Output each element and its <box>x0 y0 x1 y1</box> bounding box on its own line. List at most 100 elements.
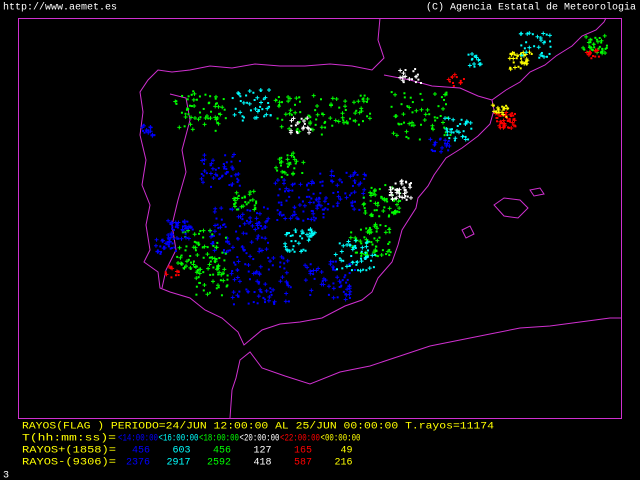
strike-plus <box>238 110 243 115</box>
strike-minus <box>336 268 339 271</box>
strike-plus <box>213 104 218 109</box>
strike-plus <box>504 110 509 115</box>
strike-plus <box>358 239 363 244</box>
strike-minus <box>202 174 205 177</box>
strike-plus <box>253 270 258 275</box>
strike-plus <box>253 227 258 232</box>
strike-minus <box>142 129 145 132</box>
strike-plus <box>501 118 506 123</box>
strike-minus <box>332 260 335 263</box>
strike-minus <box>344 192 347 195</box>
strike-minus <box>266 219 269 222</box>
strike-minus <box>309 294 312 297</box>
strike-plus <box>257 271 262 276</box>
strike-plus <box>309 233 314 238</box>
strike-minus <box>501 122 504 125</box>
strike-minus <box>247 201 250 204</box>
strike-plus <box>191 245 196 250</box>
strike-plus <box>208 116 213 121</box>
strike-minus <box>207 117 210 120</box>
strike-minus <box>299 111 302 114</box>
positive-count: 456 <box>132 446 150 457</box>
strike-minus <box>261 108 264 111</box>
strike-minus <box>375 254 378 257</box>
strike-minus <box>270 293 273 296</box>
strike-plus <box>235 293 240 298</box>
positive-count: 603 <box>172 446 190 457</box>
strike-plus <box>511 56 516 61</box>
strike-minus <box>438 138 441 141</box>
strike-plus <box>346 239 351 244</box>
strike-minus <box>217 273 220 276</box>
strike-minus <box>289 234 292 237</box>
strike-minus <box>174 225 177 228</box>
strike-minus <box>307 188 310 191</box>
strike-minus <box>449 128 452 131</box>
strike-minus <box>342 119 345 122</box>
strike-minus <box>202 271 205 274</box>
strike-plus <box>452 72 457 77</box>
strike-plus <box>166 233 171 238</box>
strike-plus <box>199 176 204 181</box>
strike-minus <box>241 115 244 118</box>
strike-minus <box>167 237 170 240</box>
strike-minus <box>293 250 296 253</box>
strike-minus <box>314 217 317 220</box>
strike-plus <box>396 199 401 204</box>
strike-minus <box>263 115 266 118</box>
strike-minus <box>334 260 337 263</box>
strike-minus <box>288 231 291 234</box>
strike-minus <box>212 273 215 276</box>
strike-minus <box>293 167 296 170</box>
strike-minus <box>187 227 190 230</box>
strike-plus <box>343 99 348 104</box>
strike-minus <box>307 114 310 117</box>
strike-plus <box>584 34 589 39</box>
strike-minus <box>222 223 225 226</box>
strike-plus <box>213 223 218 228</box>
strike-minus <box>513 112 516 115</box>
strike-minus <box>258 221 261 224</box>
strike-minus <box>217 227 220 230</box>
strike-minus <box>227 249 230 252</box>
strike-minus <box>286 281 289 284</box>
strike-plus <box>263 224 268 229</box>
strike-minus <box>341 279 344 282</box>
strike-plus <box>201 180 206 185</box>
strike-minus <box>180 111 183 114</box>
strike-plus <box>232 198 237 203</box>
strike-minus <box>598 45 601 48</box>
strike-plus <box>148 125 153 130</box>
strike-minus <box>283 262 286 265</box>
strike-minus <box>170 267 173 270</box>
strike-minus <box>375 245 378 248</box>
strike-plus <box>372 188 377 193</box>
strike-minus <box>403 96 406 99</box>
strike-minus <box>597 47 600 50</box>
strike-minus <box>294 124 297 127</box>
strike-plus <box>150 132 155 137</box>
strike-minus <box>361 120 364 123</box>
strike-minus <box>262 296 265 299</box>
strike-minus <box>372 266 375 269</box>
strike-plus <box>286 161 291 166</box>
negative-count: 2917 <box>166 458 190 469</box>
negative-count: 2592 <box>207 458 231 469</box>
strike-minus <box>404 195 407 198</box>
strike-minus <box>332 267 335 270</box>
strike-minus <box>216 174 219 177</box>
strike-plus <box>265 106 270 111</box>
strike-minus <box>245 203 248 206</box>
strike-minus <box>209 164 212 167</box>
strike-minus <box>216 223 219 226</box>
strike-plus <box>219 272 224 277</box>
strike-plus <box>266 298 271 303</box>
strike-plus <box>339 249 344 254</box>
strike-minus <box>525 41 528 44</box>
strike-plus <box>343 104 348 109</box>
strike-minus <box>443 142 446 145</box>
strike-plus <box>328 262 333 267</box>
strike-minus <box>237 208 240 211</box>
